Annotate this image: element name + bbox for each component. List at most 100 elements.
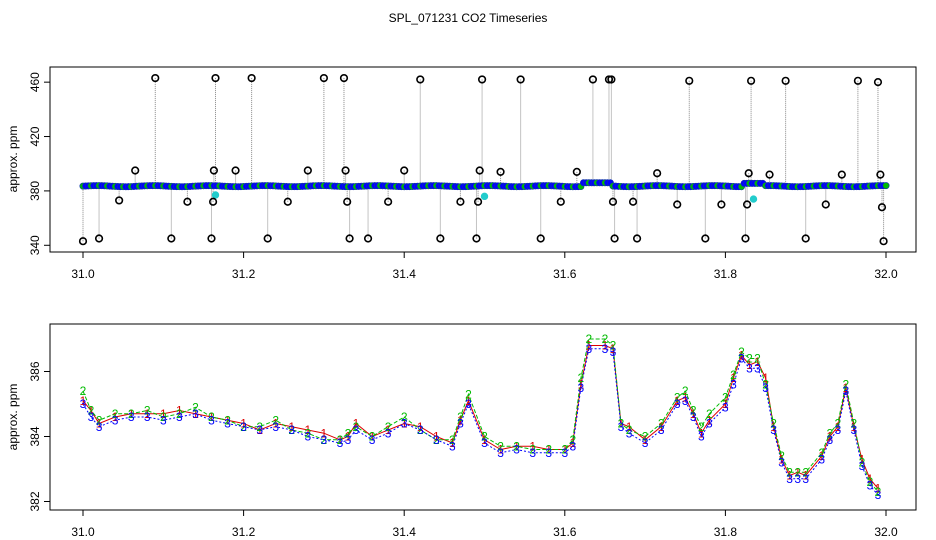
series-symbol-3: 3 [786, 472, 793, 486]
series-symbol-3: 3 [497, 446, 504, 460]
series-symbol-1: 1 [497, 443, 504, 457]
series-symbol-1: 1 [730, 371, 737, 385]
series-symbol-1: 1 [778, 452, 785, 466]
x-tick-label: 32.0 [874, 525, 898, 539]
outlier-point [400, 166, 409, 175]
series-symbol-1: 1 [321, 426, 328, 440]
outlier-point [303, 166, 312, 175]
series-symbol-3: 3 [578, 381, 585, 395]
series-symbol-3: 3 [730, 378, 737, 392]
series-symbol-3: 3 [859, 459, 866, 473]
series-symbol-1: 1 [433, 430, 440, 444]
series-symbol-1: 1 [762, 371, 769, 385]
series-symbol-2: 2 [698, 420, 705, 434]
outlier-point [94, 234, 104, 243]
outlier-point [837, 170, 846, 179]
series-symbol-2: 2 [561, 443, 568, 457]
series-symbol-1: 1 [240, 417, 247, 431]
outlier-point [628, 197, 638, 206]
series-symbol-2: 2 [762, 378, 769, 392]
series-symbol-1: 1 [698, 426, 705, 440]
outlier-point [607, 75, 616, 84]
series-symbol-2: 2 [112, 407, 119, 421]
outlier-point [876, 170, 885, 179]
outlier-point [341, 166, 350, 175]
series-symbol-2: 2 [706, 407, 713, 421]
series-symbol-2: 2 [433, 433, 440, 447]
outlier-point [588, 75, 598, 84]
series-symbol-3: 3 [112, 413, 119, 427]
series-symbol-3: 3 [513, 443, 520, 457]
series-symbol-3: 3 [96, 420, 103, 434]
series-symbol-2: 2 [144, 404, 151, 418]
series-symbol-1: 1 [826, 430, 833, 444]
series-symbol-1: 1 [457, 413, 464, 427]
outlier-point [556, 197, 565, 206]
outlier-point [744, 169, 753, 178]
series-symbol-1: 1 [610, 342, 617, 356]
outlier-point [746, 76, 756, 85]
outlier-point [384, 197, 393, 206]
series-symbol-2: 2 [867, 475, 874, 489]
y-tick-label: 460 [28, 72, 42, 92]
series-symbol-1: 1 [786, 469, 793, 483]
series-symbol-2: 2 [722, 391, 729, 405]
series-symbol-3: 3 [144, 410, 151, 424]
series-symbol-3: 3 [224, 417, 231, 431]
series-symbol-3: 3 [353, 423, 360, 437]
series-symbol-2: 2 [859, 456, 866, 470]
y-axis-label-top: approx. ppm [6, 126, 20, 193]
outlier-point [211, 73, 220, 83]
series-symbol-2: 2 [457, 410, 464, 424]
series-symbol-1: 1 [746, 358, 753, 372]
outlier-point [877, 203, 887, 212]
y-tick-label: 386 [28, 361, 42, 381]
series-symbol-1: 1 [706, 413, 713, 427]
series-symbol-3: 3 [561, 446, 568, 460]
series-symbol-1: 1 [602, 339, 609, 353]
series-symbol-3: 3 [240, 420, 247, 434]
series-symbol-2: 2 [272, 413, 279, 427]
series-symbol-2: 2 [730, 368, 737, 382]
series-symbol-1: 1 [417, 420, 424, 434]
series-symbol-3: 3 [369, 433, 376, 447]
outlier-point [701, 234, 710, 243]
y-tick-label: 380 [28, 181, 42, 201]
outlier-point [231, 166, 240, 175]
series-symbol-2: 2 [497, 439, 504, 453]
series-symbol-3: 3 [875, 488, 882, 502]
series-symbol-2: 2 [96, 413, 103, 427]
series-symbol-2: 2 [674, 391, 681, 405]
outlier-point [853, 76, 862, 85]
outlier-point [477, 75, 487, 84]
series-symbol-1: 1 [754, 355, 761, 369]
series-line-1 [82, 345, 879, 489]
outlier-point [209, 166, 218, 175]
outlier-point [345, 234, 354, 243]
flagged-point [211, 191, 220, 199]
series-symbol-1: 1 [529, 439, 536, 453]
series-symbol-2: 2 [770, 417, 777, 431]
outlier-point [319, 73, 329, 83]
series-symbol-3: 3 [602, 342, 609, 356]
series-symbol-3: 3 [345, 433, 352, 447]
series-symbol-3: 3 [698, 430, 705, 444]
series-symbol-1: 1 [770, 420, 777, 434]
series-symbol-2: 2 [80, 384, 87, 398]
series-symbol-2: 2 [578, 371, 585, 385]
series-symbol-1: 1 [867, 472, 874, 486]
series-symbol-3: 3 [337, 436, 344, 450]
series-symbol-3: 3 [256, 423, 263, 437]
outlier-point [473, 197, 483, 206]
series-symbol-1: 1 [682, 391, 689, 405]
outlier-point [283, 197, 292, 206]
y-axis-top: 340 380 420 460 [28, 72, 50, 255]
series-symbol-3: 3 [843, 384, 850, 398]
series-symbol-2: 2 [778, 449, 785, 463]
outlier-point [685, 76, 694, 85]
series-symbol-3: 3 [128, 410, 135, 424]
series-symbol-2: 2 [128, 407, 135, 421]
outlier-point [653, 169, 662, 178]
series-symbol-2: 2 [176, 407, 183, 421]
